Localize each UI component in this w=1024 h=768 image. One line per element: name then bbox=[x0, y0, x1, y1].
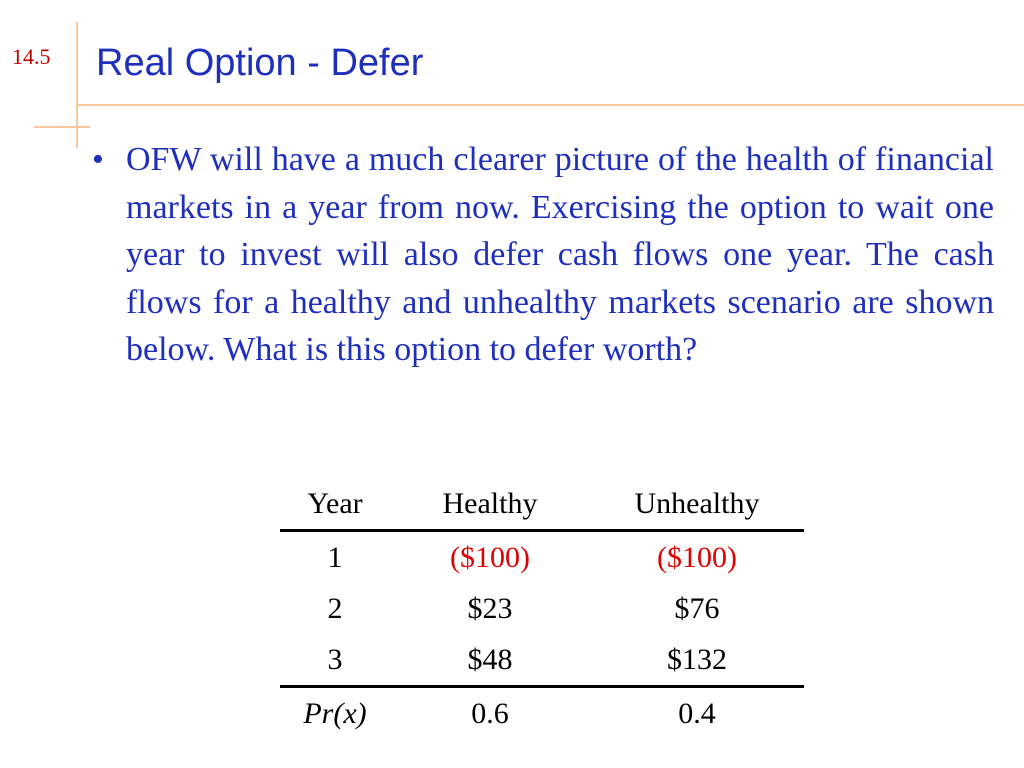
table-row: 2 $23 $76 bbox=[280, 583, 804, 634]
unhealthy-cell: ($100) bbox=[657, 541, 737, 574]
healthy-cell: $23 bbox=[467, 592, 513, 625]
decorative-tick-rule bbox=[34, 126, 90, 128]
year-cell: 1 bbox=[327, 541, 343, 574]
table-header-row: Year Healthy Unhealthy bbox=[280, 478, 804, 529]
probability-row: Pr(x) 0.6 0.4 bbox=[280, 688, 804, 739]
table-row: 1 ($100) ($100) bbox=[280, 532, 804, 583]
header-unhealthy: Unhealthy bbox=[634, 487, 760, 520]
slide-number: 14.5 bbox=[12, 44, 51, 69]
cash-flow-table: Year Healthy Unhealthy 1 ($100) ($100) 2… bbox=[280, 478, 804, 739]
table-top-rule bbox=[280, 529, 804, 532]
bullet-marker: • bbox=[92, 141, 104, 178]
unhealthy-cell: $76 bbox=[674, 592, 720, 625]
table-row: 3 $48 $132 bbox=[280, 634, 804, 685]
healthy-cell: $48 bbox=[467, 643, 513, 676]
probability-unhealthy: 0.4 bbox=[678, 697, 716, 730]
probability-healthy: 0.6 bbox=[471, 697, 509, 730]
bullet-text: OFW will have a much clearer picture of … bbox=[126, 141, 994, 368]
healthy-cell: ($100) bbox=[450, 541, 530, 574]
year-cell: 3 bbox=[327, 643, 343, 676]
bullet-point: • OFW will have a much clearer picture o… bbox=[92, 136, 994, 374]
table-bottom-rule bbox=[280, 685, 804, 688]
header-year: Year bbox=[307, 487, 363, 520]
unhealthy-cell: $132 bbox=[667, 643, 727, 676]
decorative-horizontal-rule bbox=[76, 104, 1024, 106]
header-healthy: Healthy bbox=[442, 487, 538, 520]
year-cell: 2 bbox=[327, 592, 343, 625]
probability-label: Pr(x) bbox=[303, 697, 367, 730]
decorative-vertical-rule bbox=[76, 22, 78, 148]
slide-title: Real Option - Defer bbox=[96, 42, 424, 84]
